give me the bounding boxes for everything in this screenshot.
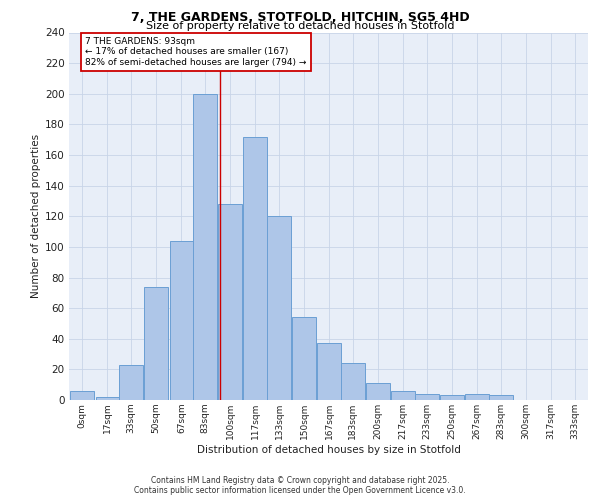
Bar (489, 396, 512, 400)
Bar (244, 136, 267, 400)
Bar (170, 241, 193, 400)
Bar (292, 318, 316, 400)
Y-axis label: Number of detached properties: Number of detached properties (31, 134, 41, 298)
Bar (440, 396, 464, 400)
Bar (465, 394, 489, 400)
X-axis label: Distribution of detached houses by size in Stotfold: Distribution of detached houses by size … (197, 444, 460, 454)
Bar (193, 94, 217, 400)
Bar (366, 383, 390, 400)
Text: Size of property relative to detached houses in Stotfold: Size of property relative to detached ho… (146, 21, 454, 31)
Text: 7, THE GARDENS, STOTFOLD, HITCHIN, SG5 4HD: 7, THE GARDENS, STOTFOLD, HITCHIN, SG5 4… (131, 11, 469, 24)
Text: 7 THE GARDENS: 93sqm
← 17% of detached houses are smaller (167)
82% of semi-deta: 7 THE GARDENS: 93sqm ← 17% of detached h… (85, 37, 307, 67)
Bar (70, 391, 94, 400)
Bar (119, 365, 143, 400)
Bar (391, 391, 415, 400)
Bar (317, 344, 341, 400)
Bar (145, 286, 168, 400)
Text: Contains HM Land Registry data © Crown copyright and database right 2025.
Contai: Contains HM Land Registry data © Crown c… (134, 476, 466, 495)
Bar (218, 204, 242, 400)
Bar (341, 363, 365, 400)
Bar (95, 397, 119, 400)
Bar (415, 394, 439, 400)
Bar (267, 216, 291, 400)
